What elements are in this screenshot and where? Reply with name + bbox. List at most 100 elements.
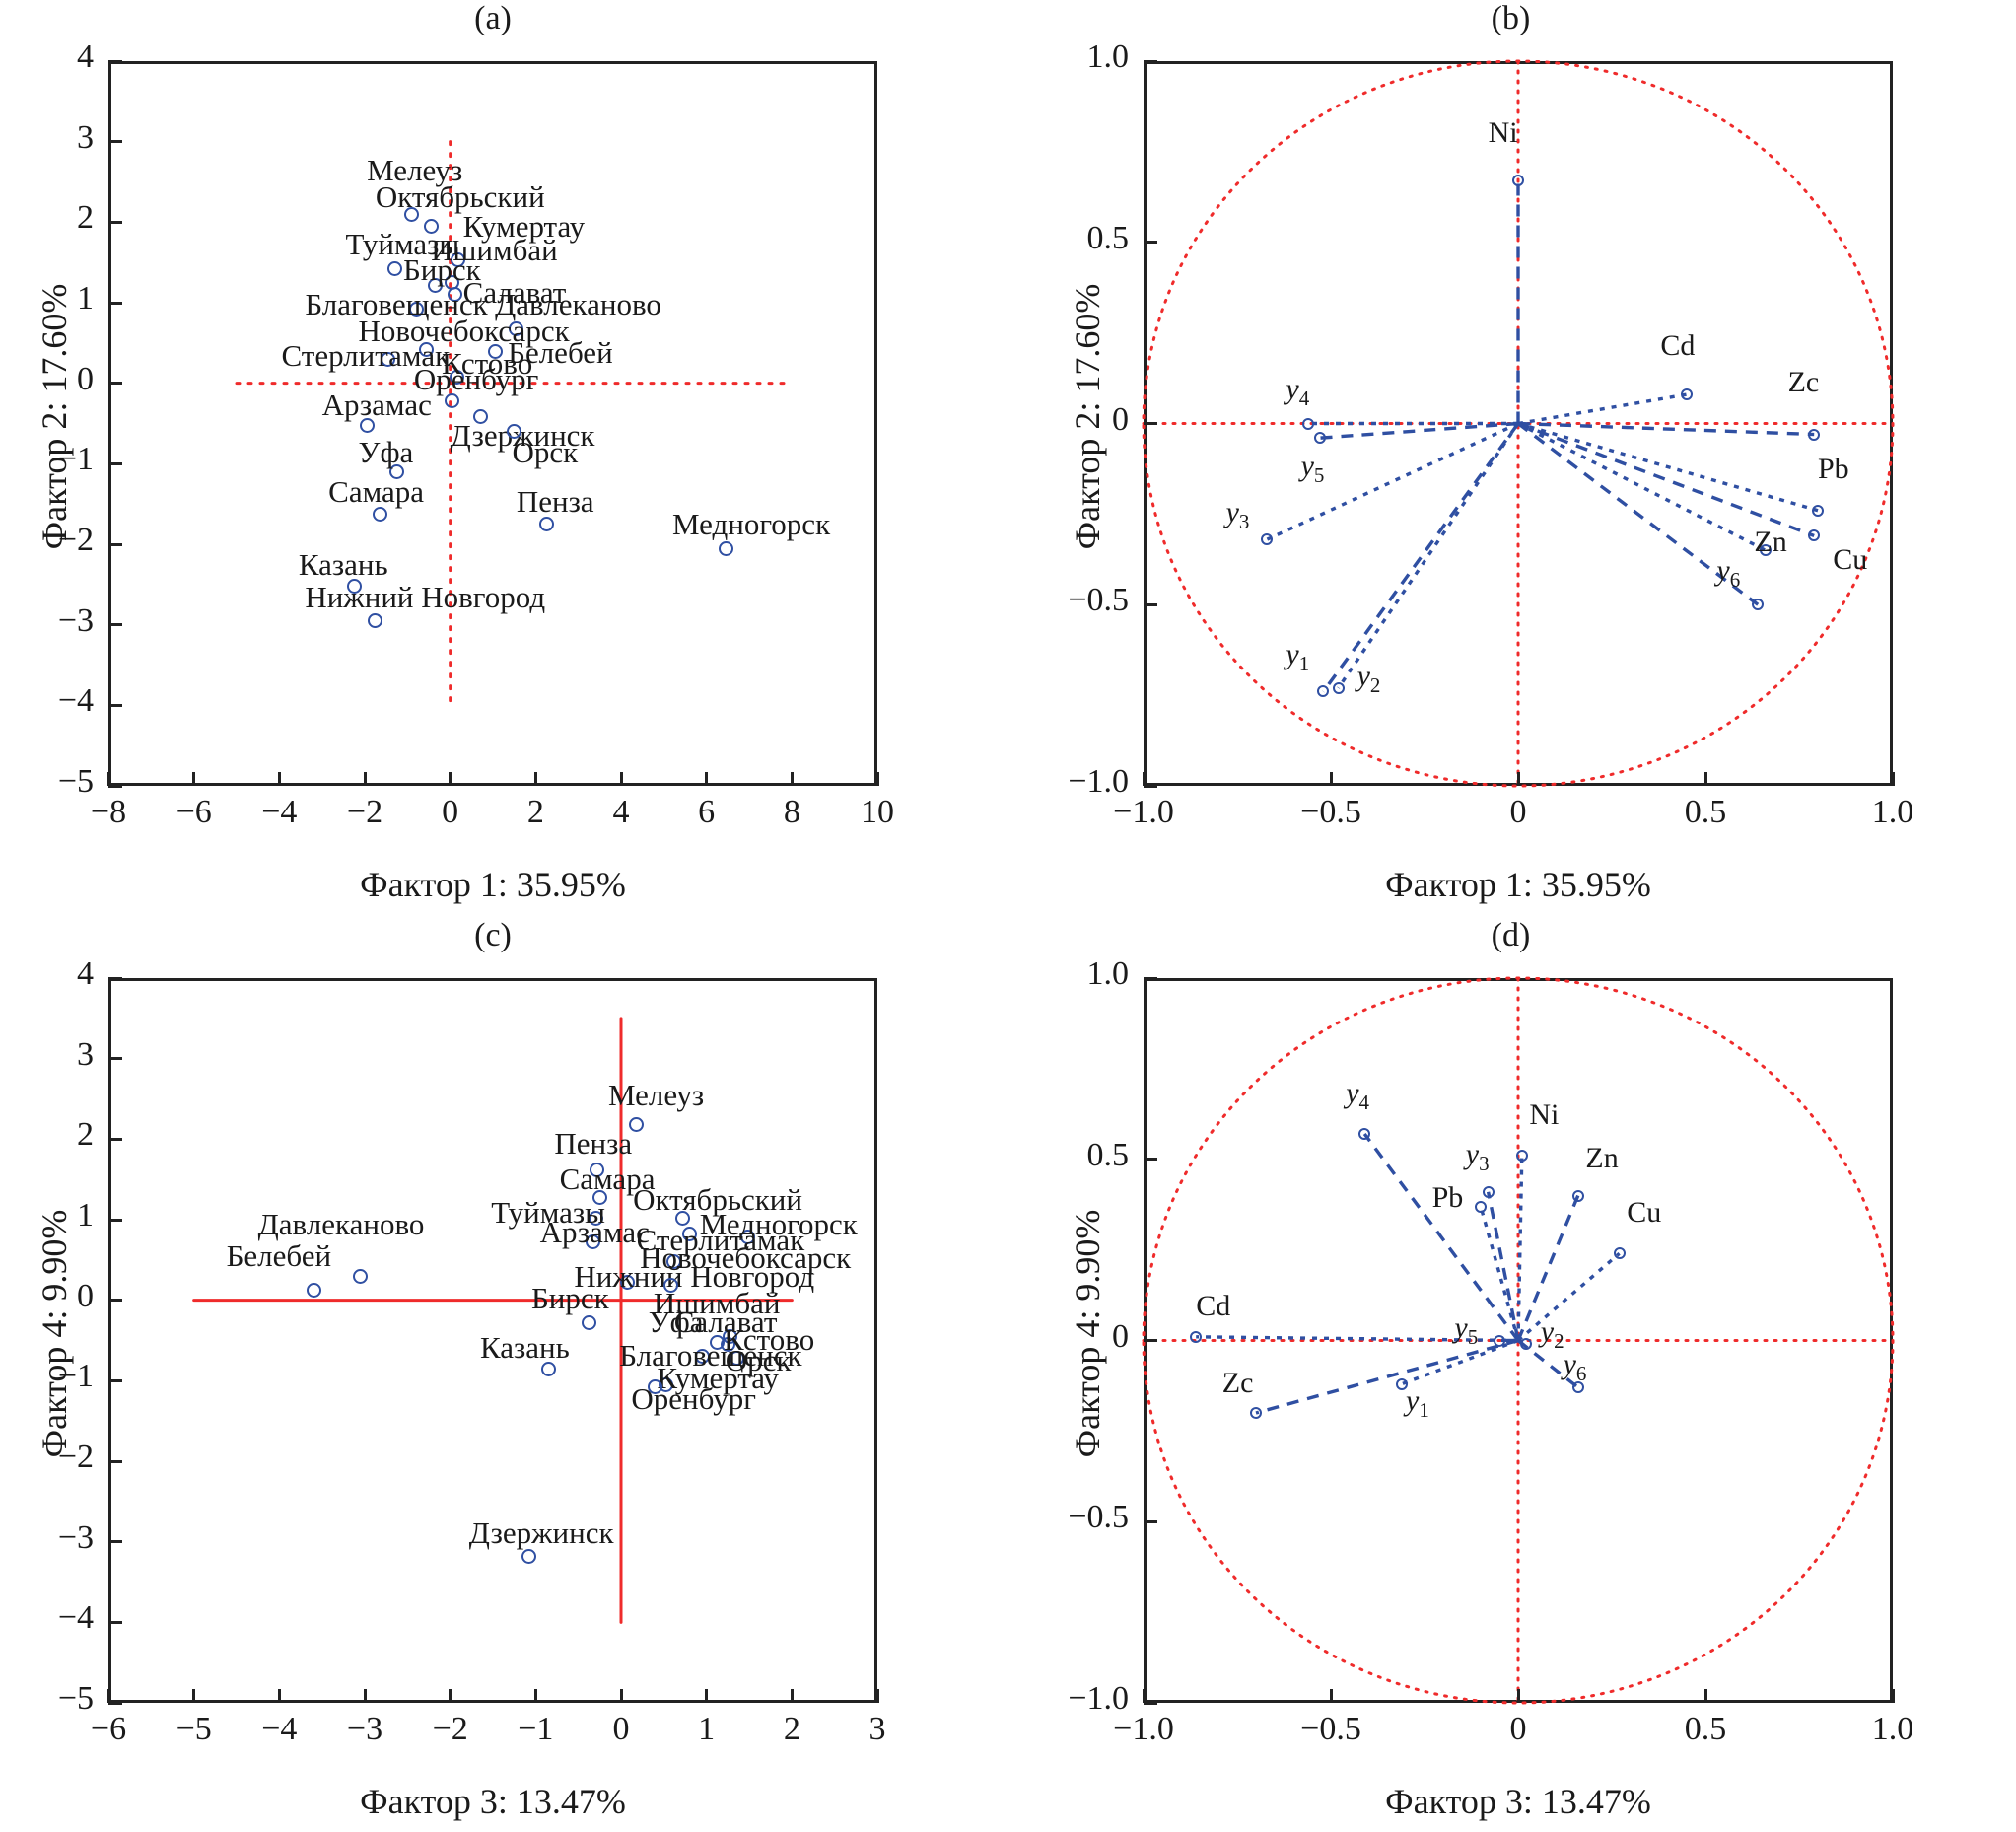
y-tick xyxy=(108,784,122,788)
x-tick xyxy=(1891,772,1895,786)
loading-point xyxy=(1396,1377,1409,1390)
y-tick-label: −2 xyxy=(57,1439,94,1475)
point-label: Салават xyxy=(673,1304,778,1340)
loading-point xyxy=(1494,1334,1505,1347)
point-label: Оренбург xyxy=(413,362,539,397)
loading-vector xyxy=(1401,1338,1519,1386)
loading-point xyxy=(1317,685,1330,698)
x-tick-label: −1.0 xyxy=(1113,794,1174,830)
score-point xyxy=(729,1350,744,1366)
y-tick-label: −4 xyxy=(57,1599,94,1637)
y-tick-label: −3 xyxy=(57,1518,94,1556)
score-point xyxy=(718,540,733,556)
x-tick-label: −2 xyxy=(432,1711,468,1747)
loading-point xyxy=(1250,1407,1262,1419)
x-tick-label: 8 xyxy=(783,794,800,830)
x-tick-label: −4 xyxy=(261,1711,298,1747)
score-point xyxy=(509,320,524,336)
y-tick-label: −2 xyxy=(57,522,94,558)
y-tick-label: 4 xyxy=(77,955,94,992)
x-tick-label: 10 xyxy=(861,794,894,830)
x-tick xyxy=(533,1689,537,1703)
score-point xyxy=(648,1379,663,1395)
score-point xyxy=(629,1117,645,1133)
x-tick xyxy=(1891,1689,1895,1703)
point-label: Дзержинск xyxy=(468,1515,614,1551)
loading-vector xyxy=(1337,422,1520,689)
score-point xyxy=(620,1275,636,1291)
score-point xyxy=(353,1268,369,1284)
y-tick-label: 4 xyxy=(77,38,94,75)
loading-point xyxy=(1681,388,1693,401)
y-tick xyxy=(1144,59,1157,63)
point-label: Оренбург xyxy=(631,1380,756,1416)
y-tick xyxy=(108,1137,122,1141)
x-tick xyxy=(277,1689,281,1703)
score-point xyxy=(449,369,464,385)
x-tick-label: 4 xyxy=(612,794,630,830)
panel-a-x-axis-title: Фактор 1: 35.95% xyxy=(360,865,626,904)
point-label: Белебей xyxy=(226,1238,332,1274)
point-label: Бирск xyxy=(403,251,481,287)
loading-point xyxy=(1261,533,1274,546)
loading-label: Pb xyxy=(1431,1181,1464,1215)
score-point xyxy=(588,1210,603,1226)
loading-label: y5 xyxy=(1454,1311,1479,1350)
y-tick-label: 1 xyxy=(77,1197,94,1233)
panel-a-overlay xyxy=(235,140,794,707)
point-label: Медногорск xyxy=(672,507,831,542)
point-label: Самара xyxy=(559,1161,656,1196)
point-label: Благовещенск xyxy=(305,287,488,322)
loading-label: Zn xyxy=(1754,525,1787,558)
x-tick xyxy=(1329,1689,1333,1703)
loading-point xyxy=(1752,599,1765,611)
x-tick-label: −6 xyxy=(175,794,212,830)
y-tick xyxy=(1144,602,1157,606)
loading-vector xyxy=(1517,421,1815,538)
x-tick-label: 1.0 xyxy=(1871,1711,1914,1747)
y-tick xyxy=(108,542,122,546)
y-tick xyxy=(108,1378,122,1382)
y-tick-label: −0.5 xyxy=(1068,1499,1129,1536)
score-point xyxy=(445,393,460,409)
score-point xyxy=(538,517,554,532)
y-tick xyxy=(108,220,122,224)
score-point xyxy=(662,1278,678,1294)
point-label: Пенза xyxy=(554,1125,633,1161)
y-tick-label: 0 xyxy=(1112,1317,1129,1355)
y-tick xyxy=(1144,1519,1157,1523)
panel-b-x-axis-title: Фактор 1: 35.95% xyxy=(1385,865,1651,904)
x-tick-label: 0 xyxy=(612,1711,630,1747)
point-label: Мелеуз xyxy=(367,152,463,187)
y-tick-label: 1.0 xyxy=(1086,38,1130,75)
point-label: Давлеканово xyxy=(257,1206,425,1241)
x-tick xyxy=(1516,772,1520,786)
loading-vector xyxy=(1319,421,1519,440)
loading-vector xyxy=(1517,421,1815,437)
point-label: Мелеуз xyxy=(608,1077,705,1112)
score-point xyxy=(739,1230,755,1245)
loading-point xyxy=(1190,1330,1203,1343)
y-tick-label: −3 xyxy=(57,601,94,639)
point-label: Кстово xyxy=(442,345,533,381)
loading-vector xyxy=(1516,1194,1580,1342)
loading-point xyxy=(1512,175,1524,187)
loading-label: y3 xyxy=(1225,496,1250,534)
y-tick-label: 3 xyxy=(77,118,94,156)
loading-point xyxy=(1515,1150,1528,1163)
x-tick xyxy=(277,772,281,786)
point-label: Арзамас xyxy=(539,1214,650,1249)
loading-point xyxy=(1812,504,1824,517)
point-label: Стерлитамак xyxy=(636,1222,805,1257)
point-label: Орск xyxy=(725,1343,792,1378)
x-tick xyxy=(1703,772,1707,786)
panel-d: (d) Фактор 4: 9.90% Фактор 3: 13.47% −1.… xyxy=(1006,917,2016,1832)
point-label: Арзамас xyxy=(321,388,432,423)
y-tick-label: 0.5 xyxy=(1086,219,1130,256)
point-label: Стерлитамак xyxy=(281,337,451,373)
score-point xyxy=(674,1210,690,1226)
point-label: Белебей xyxy=(508,335,613,371)
x-tick-label: 0.5 xyxy=(1684,794,1727,830)
point-label: Туймазы xyxy=(491,1195,605,1231)
